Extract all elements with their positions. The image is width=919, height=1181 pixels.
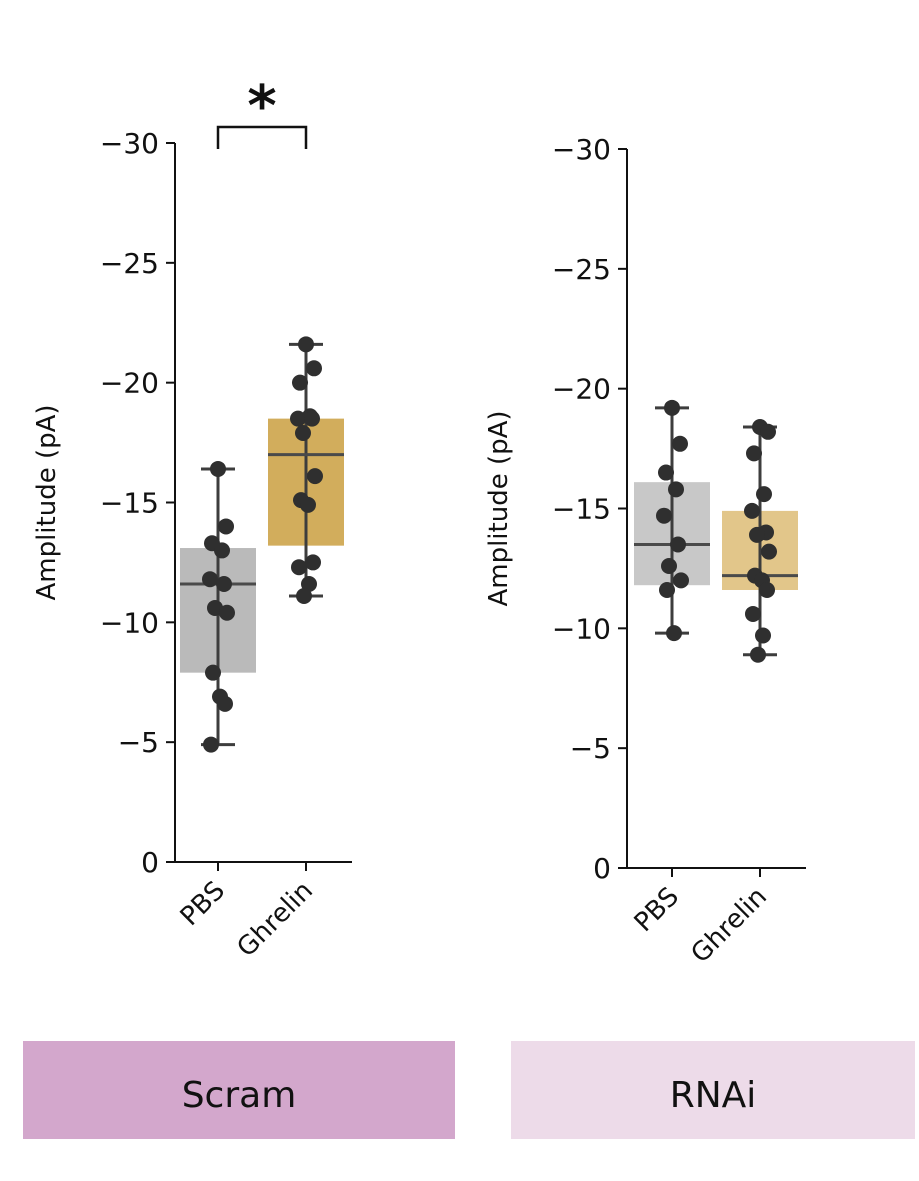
data-point [291,559,307,576]
significance-bracket [216,125,308,149]
data-point [301,575,317,592]
data-point [214,542,230,559]
significance-label: * [247,74,276,139]
data-point [744,502,760,519]
y-tick-label: −15 [100,487,159,520]
y-axis-label: Amplitude (pA) [484,410,514,606]
data-point [761,543,777,560]
y-tick-label: 0 [593,852,611,885]
data-point [210,460,226,477]
y-axis-label: Amplitude (pA) [32,404,62,600]
data-point [305,554,321,571]
data-point [306,360,322,377]
group-label: Scram [182,1075,297,1116]
data-point [218,518,234,535]
y-tick-label: −25 [100,247,159,280]
data-point [292,374,308,391]
data-point [661,558,677,575]
x-tick-label: Ghrelin [232,876,319,963]
x-tick-label: PBS [629,882,685,938]
y-tick-label: −5 [570,732,611,765]
y-tick-label: −5 [118,726,159,759]
data-point [203,736,219,753]
data-point [295,424,311,441]
group-panel [23,1041,455,1139]
y-tick-label: −10 [552,612,611,645]
data-point [296,587,312,604]
y-tick-label: −30 [100,127,159,160]
data-point [656,507,672,524]
data-point [672,435,688,452]
data-point [760,423,776,440]
data-point [659,581,675,598]
y-tick-label: −30 [552,133,611,166]
y-tick-label: −20 [100,367,159,400]
data-point [219,604,235,621]
data-point [749,526,765,543]
data-point [298,336,314,353]
data-point [755,627,771,644]
data-point [666,625,682,642]
group-label: RNAi [670,1075,757,1116]
data-point [207,599,223,616]
data-point [664,399,680,416]
data-point [202,571,218,588]
data-point [300,496,316,513]
data-point [307,468,323,485]
y-tick-label: −25 [552,253,611,286]
data-point [217,695,233,712]
y-tick-label: 0 [141,846,159,879]
data-point [668,481,684,498]
data-point [290,410,306,427]
y-tick-label: −15 [552,493,611,526]
data-point [673,572,689,589]
data-point [670,536,686,553]
data-point [759,581,775,598]
y-tick-label: −20 [552,373,611,406]
data-point [750,646,766,663]
data-point [745,605,761,622]
data-point [658,464,674,481]
y-tick-label: −10 [100,606,159,639]
data-point [216,575,232,592]
x-tick-label: PBS [175,876,231,932]
data-point [205,664,221,681]
data-point [746,445,762,462]
data-point [756,486,772,503]
data-point [304,410,320,427]
x-tick-label: Ghrelin [686,882,773,969]
group-panel [511,1041,915,1139]
